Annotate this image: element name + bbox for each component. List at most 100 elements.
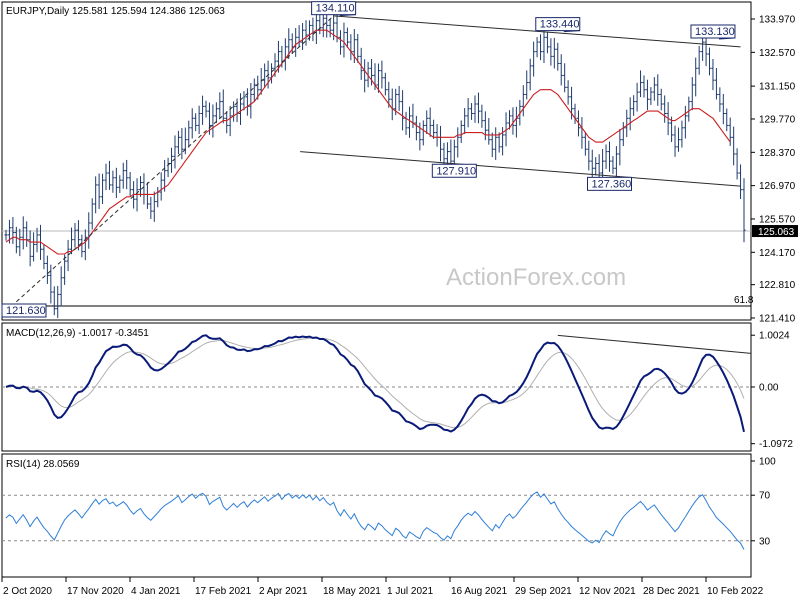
macd-tick-label: 0.00 [759, 383, 779, 394]
ohlc-bar [635, 82, 639, 112]
ohlc-bar [397, 85, 401, 111]
ohlc-bar [566, 80, 570, 105]
ohlc-bar [552, 37, 556, 69]
ohlc-bar [487, 118, 491, 145]
current-price-label: 125.063 [758, 227, 795, 238]
ohlc-bar [683, 105, 687, 139]
ohlc-bar [14, 226, 18, 254]
x-tick-label: 1 Jul 2021 [387, 586, 434, 597]
ohlc-bar [28, 230, 32, 267]
ohlc-bar [687, 96, 691, 122]
rsi-panel [1, 453, 752, 578]
ohlc-bar [711, 58, 715, 91]
ohlc-bar [673, 125, 677, 157]
ohlc-bar [149, 196, 153, 219]
ohlc-bar [18, 228, 22, 257]
ohlc-bar [35, 227, 39, 253]
ohlc-bar [187, 120, 191, 148]
ohlc-bar [425, 110, 429, 134]
ohlc-bar [469, 103, 474, 120]
ohlc-bar [100, 173, 105, 204]
macd-line [5, 334, 745, 433]
ohlc-bar [56, 285, 60, 318]
ohlc-bar [52, 286, 56, 316]
annotation-high-133130: 133.130 [690, 24, 736, 40]
ohlc-bar [225, 111, 229, 134]
svg-text:134.110: 134.110 [316, 3, 355, 15]
macd-trendline [557, 334, 752, 354]
ohlc-bar [507, 110, 512, 130]
ohlc-bar [535, 37, 539, 58]
ohlc-bar [680, 120, 684, 148]
ohlc-bar [197, 105, 201, 134]
ohlc-bar [594, 157, 598, 176]
macd-tick-label: 1.0024 [759, 331, 790, 342]
price-tick-label: 126.970 [759, 181, 796, 192]
x-tick-label: 17 Feb 2021 [195, 586, 252, 597]
price-tick-label: 128.370 [759, 148, 796, 159]
channel-upper-trendline [333, 15, 741, 48]
ohlc-bar [659, 88, 663, 111]
ohlc-bar [107, 160, 112, 190]
ohlc-bar [66, 239, 70, 272]
ohlc-bar [328, 18, 332, 38]
ohlc-bar [414, 115, 418, 141]
annotation-low-121630: 121.630 [1, 303, 47, 318]
ohlc-bar [152, 191, 156, 222]
x-tick-label: 10 Feb 2022 [707, 586, 764, 597]
ohlc-bar [494, 127, 498, 160]
ohlc-bar [742, 178, 746, 243]
ohlc-bar [180, 128, 184, 160]
ohlc-bar [114, 167, 118, 199]
ohlc-bar [63, 254, 67, 285]
ohlc-bar [383, 72, 387, 96]
ohlc-bar [49, 264, 53, 304]
ohlc-bar [118, 175, 122, 194]
ohlc-bar [652, 77, 656, 101]
ohlc-bar [163, 159, 167, 192]
ohlc-bar [194, 113, 198, 132]
ohlc-bar [359, 47, 363, 80]
ohlc-bar [490, 132, 494, 158]
ohlc-bar [590, 149, 594, 181]
ohlc-bar [607, 141, 612, 172]
ohlc-bar [228, 105, 232, 137]
ohlc-bar [476, 92, 481, 124]
svg-text:121.630: 121.630 [6, 305, 46, 317]
ohlc-bar [432, 119, 436, 139]
ohlc-bar [4, 229, 8, 241]
ohlc-bar [94, 176, 98, 214]
ohlc-bar [656, 74, 660, 106]
ohlc-bar [125, 159, 129, 190]
ohlc-bar [632, 95, 636, 116]
ohlc-bar [83, 229, 87, 261]
price-tick-label: 125.570 [759, 214, 796, 225]
ohlc-bar [500, 127, 505, 156]
ohlc-bar [732, 126, 736, 166]
svg-text:127.360: 127.360 [592, 178, 632, 190]
ohlc-bar [121, 162, 125, 189]
price-tick-label: 133.970 [759, 14, 796, 25]
price-panel [1, 1, 752, 321]
ohlc-bar [649, 87, 653, 105]
ohlc-bar [480, 104, 484, 128]
rsi-tick-label: 30 [759, 536, 771, 547]
ohlc-bar [376, 63, 381, 93]
ohlc-bar [76, 220, 81, 251]
ohlc-bar [601, 148, 605, 179]
ohlc-bar [380, 60, 384, 89]
rsi-header: RSI(14) 28.0569 [6, 459, 80, 470]
ohlc-bar [525, 70, 529, 100]
ohlc-bar [583, 131, 587, 156]
ohlc-bar [614, 146, 619, 177]
current-price-tag [752, 225, 798, 238]
ohlc-bar [31, 232, 36, 262]
ohlc-bar [21, 216, 25, 250]
ohlc-bar [42, 244, 46, 270]
ohlc-bar [466, 98, 470, 128]
ohlc-bar [625, 109, 629, 138]
ohlc-bar [80, 234, 84, 258]
ohlc-bar [356, 33, 360, 63]
rsi-line [5, 491, 745, 550]
